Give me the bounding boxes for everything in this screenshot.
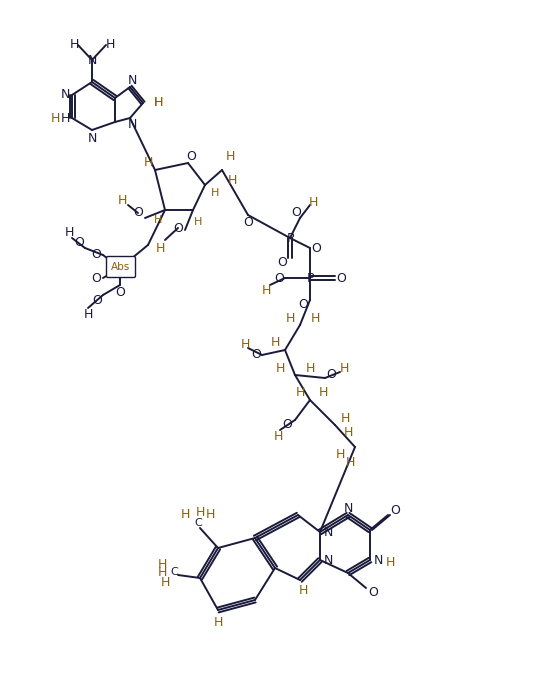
Text: H: H (385, 556, 395, 570)
Text: O: O (186, 150, 196, 162)
Text: H: H (153, 97, 163, 109)
Text: O: O (91, 248, 101, 262)
Text: N: N (128, 118, 137, 132)
Text: H: H (335, 449, 344, 461)
Text: N: N (87, 132, 97, 144)
Text: H: H (154, 215, 162, 225)
Text: O: O (336, 272, 346, 284)
Text: H: H (225, 150, 235, 164)
Text: C: C (194, 518, 202, 528)
Text: H: H (155, 241, 164, 255)
Text: H: H (319, 386, 328, 400)
Text: H: H (213, 615, 222, 629)
Text: H: H (341, 412, 349, 424)
Text: P: P (286, 232, 294, 244)
Text: H: H (270, 335, 280, 349)
Text: Abs: Abs (112, 262, 131, 272)
Text: H: H (343, 426, 353, 438)
Text: H: H (50, 111, 60, 125)
Text: O: O (173, 221, 183, 234)
Text: N: N (323, 554, 333, 566)
Text: H: H (275, 361, 285, 374)
Text: H: H (83, 307, 93, 321)
Text: H: H (105, 38, 115, 52)
Text: P: P (306, 272, 314, 284)
Text: O: O (390, 503, 400, 517)
Text: H: H (195, 505, 205, 519)
Text: O: O (368, 587, 378, 599)
Text: H: H (65, 227, 73, 239)
Text: O: O (243, 216, 253, 230)
Text: H: H (298, 584, 307, 596)
Text: H: H (157, 559, 167, 571)
Text: H: H (118, 193, 127, 206)
Text: H: H (70, 38, 79, 52)
Text: O: O (115, 286, 125, 300)
Text: H: H (309, 195, 318, 209)
Text: H: H (211, 188, 219, 198)
Text: O: O (133, 206, 143, 220)
Text: H: H (205, 508, 215, 522)
Text: H: H (310, 312, 320, 325)
Text: N: N (87, 53, 97, 66)
Text: N: N (343, 501, 353, 514)
Text: O: O (277, 256, 287, 270)
Text: O: O (91, 272, 101, 284)
Text: H: H (181, 508, 190, 522)
Text: C: C (170, 567, 178, 577)
Text: O: O (74, 237, 84, 249)
FancyBboxPatch shape (107, 256, 135, 277)
Text: H: H (60, 111, 70, 125)
Text: O: O (274, 272, 284, 284)
Text: O: O (298, 298, 308, 311)
Text: H: H (339, 361, 349, 374)
Text: O: O (92, 293, 102, 307)
Text: H: H (305, 361, 315, 374)
Text: N: N (323, 526, 333, 538)
Text: O: O (291, 206, 301, 218)
Text: N: N (60, 88, 70, 102)
Text: H: H (346, 456, 355, 468)
Text: O: O (282, 417, 292, 430)
Text: H: H (160, 575, 169, 589)
Text: H: H (261, 284, 270, 297)
Text: H: H (194, 217, 202, 227)
Text: N: N (128, 74, 137, 87)
Text: H: H (295, 386, 305, 400)
Text: H: H (153, 97, 163, 109)
Text: O: O (311, 241, 321, 255)
Text: O: O (251, 349, 261, 361)
Text: H: H (273, 430, 283, 442)
Text: H: H (144, 155, 153, 169)
Text: H: H (285, 312, 295, 325)
Text: N: N (373, 554, 383, 566)
Text: H: H (157, 566, 167, 580)
Text: H: H (227, 174, 237, 186)
Text: H: H (240, 337, 250, 351)
Text: O: O (326, 368, 336, 381)
